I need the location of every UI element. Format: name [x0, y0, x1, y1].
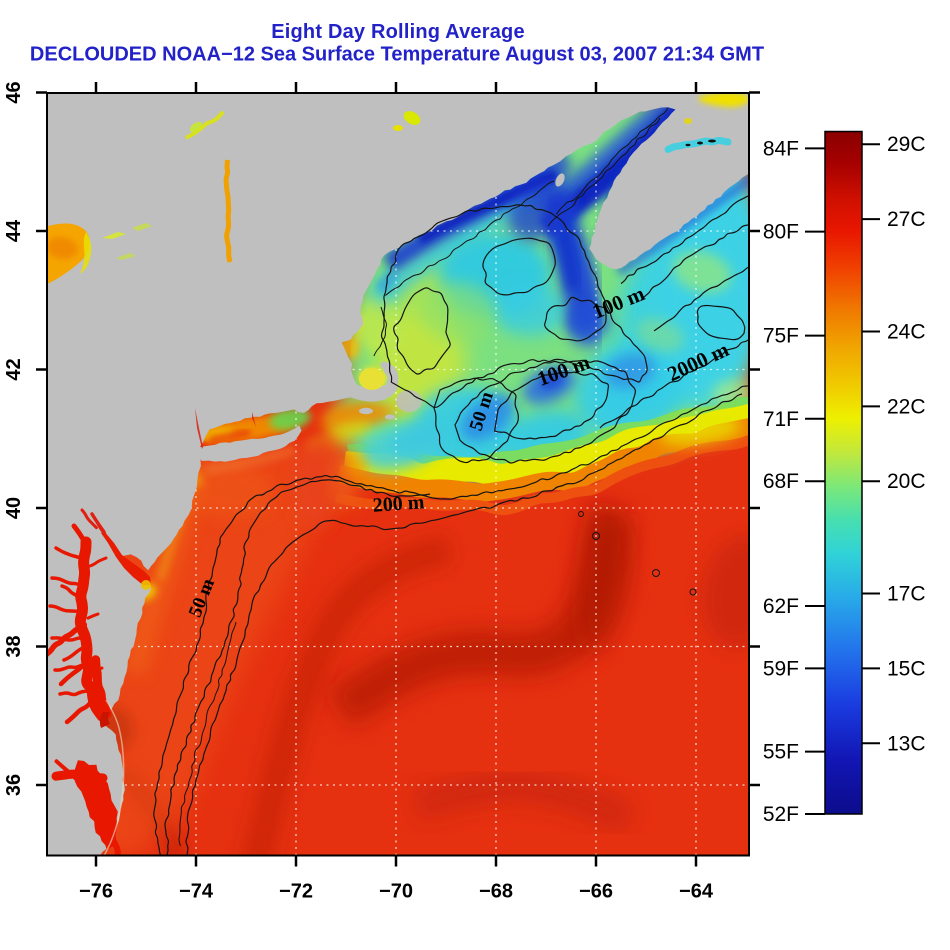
svg-text:−64: −64	[679, 881, 714, 903]
svg-text:−70: −70	[379, 881, 413, 903]
svg-text:68F: 68F	[763, 470, 799, 493]
svg-text:80F: 80F	[763, 221, 799, 244]
svg-text:38: 38	[3, 635, 25, 657]
svg-text:−68: −68	[479, 881, 513, 903]
svg-text:36: 36	[3, 774, 25, 796]
svg-text:20C: 20C	[887, 470, 926, 493]
svg-text:200 m: 200 m	[372, 491, 425, 517]
svg-text:59F: 59F	[763, 657, 799, 680]
svg-text:15C: 15C	[887, 657, 926, 680]
svg-text:13C: 13C	[887, 732, 926, 755]
svg-text:46: 46	[3, 81, 25, 103]
svg-text:−74: −74	[179, 881, 214, 903]
svg-text:Eight Day Rolling Average: Eight Day Rolling Average	[271, 21, 525, 43]
svg-text:−72: −72	[279, 881, 313, 903]
svg-text:55F: 55F	[763, 741, 799, 764]
svg-text:84F: 84F	[763, 137, 799, 160]
svg-text:52F: 52F	[763, 803, 799, 826]
svg-text:75F: 75F	[763, 325, 799, 348]
svg-text:22C: 22C	[887, 395, 926, 418]
svg-text:17C: 17C	[887, 583, 926, 606]
svg-text:29C: 29C	[887, 133, 926, 156]
svg-text:DECLOUDED NOAA−12 Sea Surface: DECLOUDED NOAA−12 Sea Surface Temperatur…	[30, 44, 764, 66]
svg-text:−76: −76	[79, 881, 113, 903]
svg-text:27C: 27C	[887, 208, 926, 231]
svg-text:24C: 24C	[887, 320, 926, 343]
svg-text:−66: −66	[579, 881, 613, 903]
svg-text:44: 44	[3, 219, 25, 242]
svg-text:40: 40	[3, 497, 25, 519]
svg-text:42: 42	[3, 358, 25, 380]
svg-text:62F: 62F	[763, 595, 799, 618]
svg-text:71F: 71F	[763, 408, 799, 431]
